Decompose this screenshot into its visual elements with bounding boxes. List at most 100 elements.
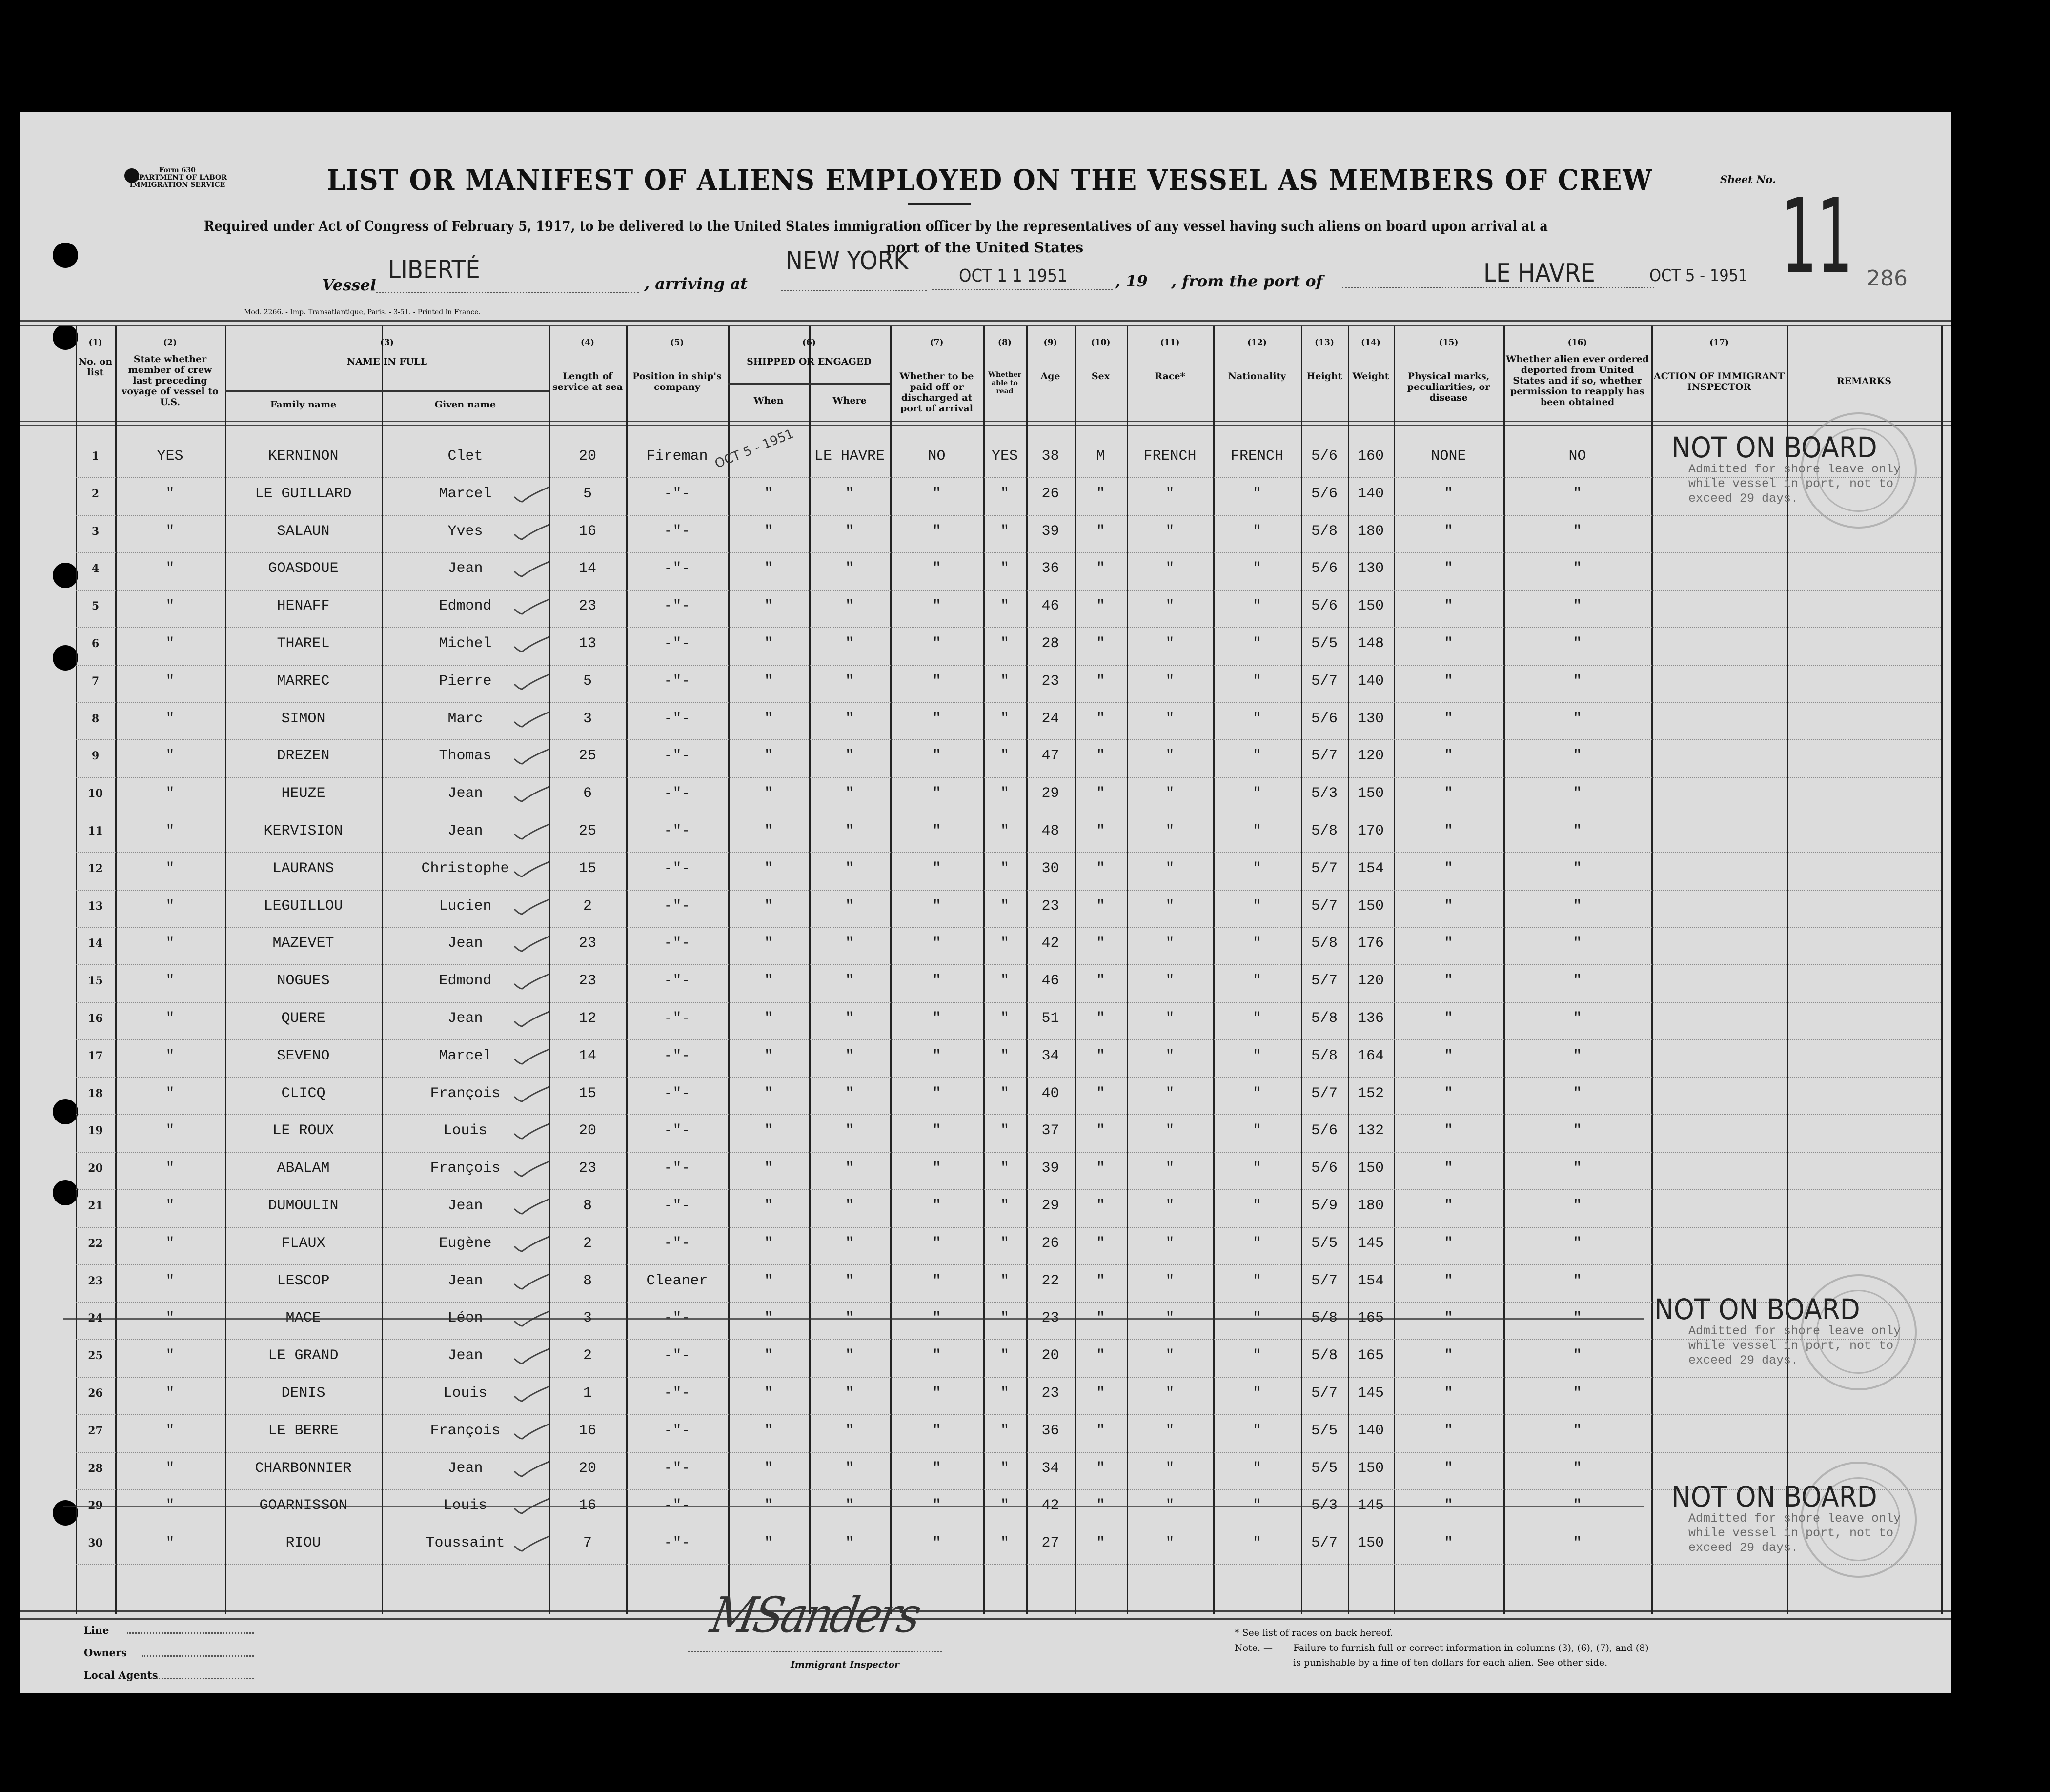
paid-off: NO xyxy=(928,448,946,465)
weight: 170 xyxy=(1357,823,1384,839)
row-rule xyxy=(76,889,1941,891)
nationality: " xyxy=(1252,523,1261,540)
family-name: SIMON xyxy=(281,710,325,727)
position: -"- xyxy=(664,1347,690,1364)
prior-voyage: " xyxy=(165,710,175,727)
race: " xyxy=(1165,860,1175,877)
deported: " xyxy=(1573,935,1582,952)
departure-date: OCT 5 - 1951 xyxy=(1649,266,1748,285)
shipped-when: " xyxy=(764,1235,773,1252)
paid-off: " xyxy=(932,935,941,952)
height: 5/5 xyxy=(1311,1422,1338,1439)
deported: " xyxy=(1573,635,1582,652)
shipped-when: " xyxy=(764,710,773,727)
prior-voyage: " xyxy=(165,1535,175,1552)
shipped-when: " xyxy=(764,598,773,615)
paid-off: " xyxy=(932,1198,941,1214)
inspector-signature: MSanders xyxy=(706,1587,924,1644)
family-name: THAREL xyxy=(277,635,330,652)
binder-hole xyxy=(53,1180,78,1205)
race: " xyxy=(1165,710,1175,727)
shipped-where: " xyxy=(845,935,854,952)
height: 5/7 xyxy=(1311,1385,1338,1402)
height: 5/8 xyxy=(1311,823,1338,839)
age: 29 xyxy=(1041,1198,1059,1214)
arrival-port-line xyxy=(781,290,927,291)
row-number: 14 xyxy=(88,937,103,950)
physical-marks: " xyxy=(1444,1010,1453,1027)
nationality: " xyxy=(1252,935,1261,952)
service-length: 3 xyxy=(583,710,592,727)
given-name: Louis xyxy=(443,1385,487,1402)
physical-marks: " xyxy=(1444,1272,1453,1289)
column-number: (11) xyxy=(1160,338,1180,347)
table-bottom-rule-2 xyxy=(20,1618,1951,1620)
shore-leave-stamp: Admitted for shore leave only while vess… xyxy=(1688,1511,1901,1555)
arrival-date-line xyxy=(932,289,1113,290)
table-top-rule-2 xyxy=(20,325,1951,326)
shipped-where: " xyxy=(845,1198,854,1214)
check-mark-icon xyxy=(513,973,550,990)
paid-off: " xyxy=(932,485,941,502)
age: 38 xyxy=(1041,448,1059,465)
column-number: (14) xyxy=(1361,338,1380,347)
sex: " xyxy=(1096,1198,1105,1214)
given-name: Jean xyxy=(447,560,483,577)
age: 51 xyxy=(1041,1010,1059,1027)
can-read: " xyxy=(1000,672,1009,690)
sex: " xyxy=(1096,935,1105,952)
manifest-sheet xyxy=(20,112,1951,1693)
nationality: FRENCH xyxy=(1230,448,1284,465)
sex: " xyxy=(1096,973,1105,990)
can-read: " xyxy=(1000,935,1009,952)
race: " xyxy=(1165,897,1175,915)
weight: 150 xyxy=(1357,1160,1384,1177)
position: -"- xyxy=(664,1198,690,1214)
requirement-text-2: port of the United States xyxy=(886,239,1084,256)
age: 47 xyxy=(1041,748,1059,765)
given-name: Marcel xyxy=(439,485,492,502)
sex: " xyxy=(1096,1347,1105,1364)
deported: " xyxy=(1573,785,1582,802)
shipped-when: " xyxy=(764,672,773,690)
note-text-1: Failure to furnish full or correct infor… xyxy=(1293,1643,1649,1653)
paid-off: " xyxy=(932,635,941,652)
physical-marks: " xyxy=(1444,860,1453,877)
column-header: ACTION OF IMMIGRANT INSPECTOR xyxy=(1653,371,1785,392)
paid-off: " xyxy=(932,598,941,615)
age: 29 xyxy=(1041,785,1059,802)
column-divider xyxy=(1651,326,1653,1614)
height: 5/6 xyxy=(1311,560,1338,577)
check-mark-icon xyxy=(513,1461,550,1477)
can-read: " xyxy=(1000,1347,1009,1364)
column-header: Whether to be paid off or discharged at … xyxy=(899,371,974,414)
can-read: " xyxy=(1000,523,1009,540)
row-number: 8 xyxy=(91,712,100,725)
shipped-where: " xyxy=(845,897,854,915)
column-number: (2) xyxy=(163,338,177,347)
family-name: FLAUX xyxy=(281,1235,325,1252)
column-divider xyxy=(728,326,730,1614)
arrival-port: NEW YORK xyxy=(786,246,909,276)
service-length: 5 xyxy=(583,485,592,502)
check-mark-icon xyxy=(513,1273,550,1290)
age: 24 xyxy=(1041,710,1059,727)
nationality: " xyxy=(1252,1535,1261,1552)
can-read: " xyxy=(1000,1535,1009,1552)
age: 37 xyxy=(1041,1122,1059,1140)
height: 5/6 xyxy=(1311,448,1338,465)
race: " xyxy=(1165,823,1175,839)
shipped-where: " xyxy=(845,973,854,990)
age: 23 xyxy=(1041,672,1059,690)
shipped-when: " xyxy=(764,635,773,652)
paid-off: " xyxy=(932,1535,941,1552)
given-name: Eugène xyxy=(439,1235,492,1252)
weight: 160 xyxy=(1357,448,1384,465)
row-number: 7 xyxy=(91,674,100,688)
row-number: 27 xyxy=(88,1424,103,1437)
given-name: Marcel xyxy=(439,1047,492,1064)
can-read: YES xyxy=(991,448,1018,465)
paid-off: " xyxy=(932,710,941,727)
shipped-when: " xyxy=(764,1047,773,1064)
deported: " xyxy=(1573,523,1582,540)
